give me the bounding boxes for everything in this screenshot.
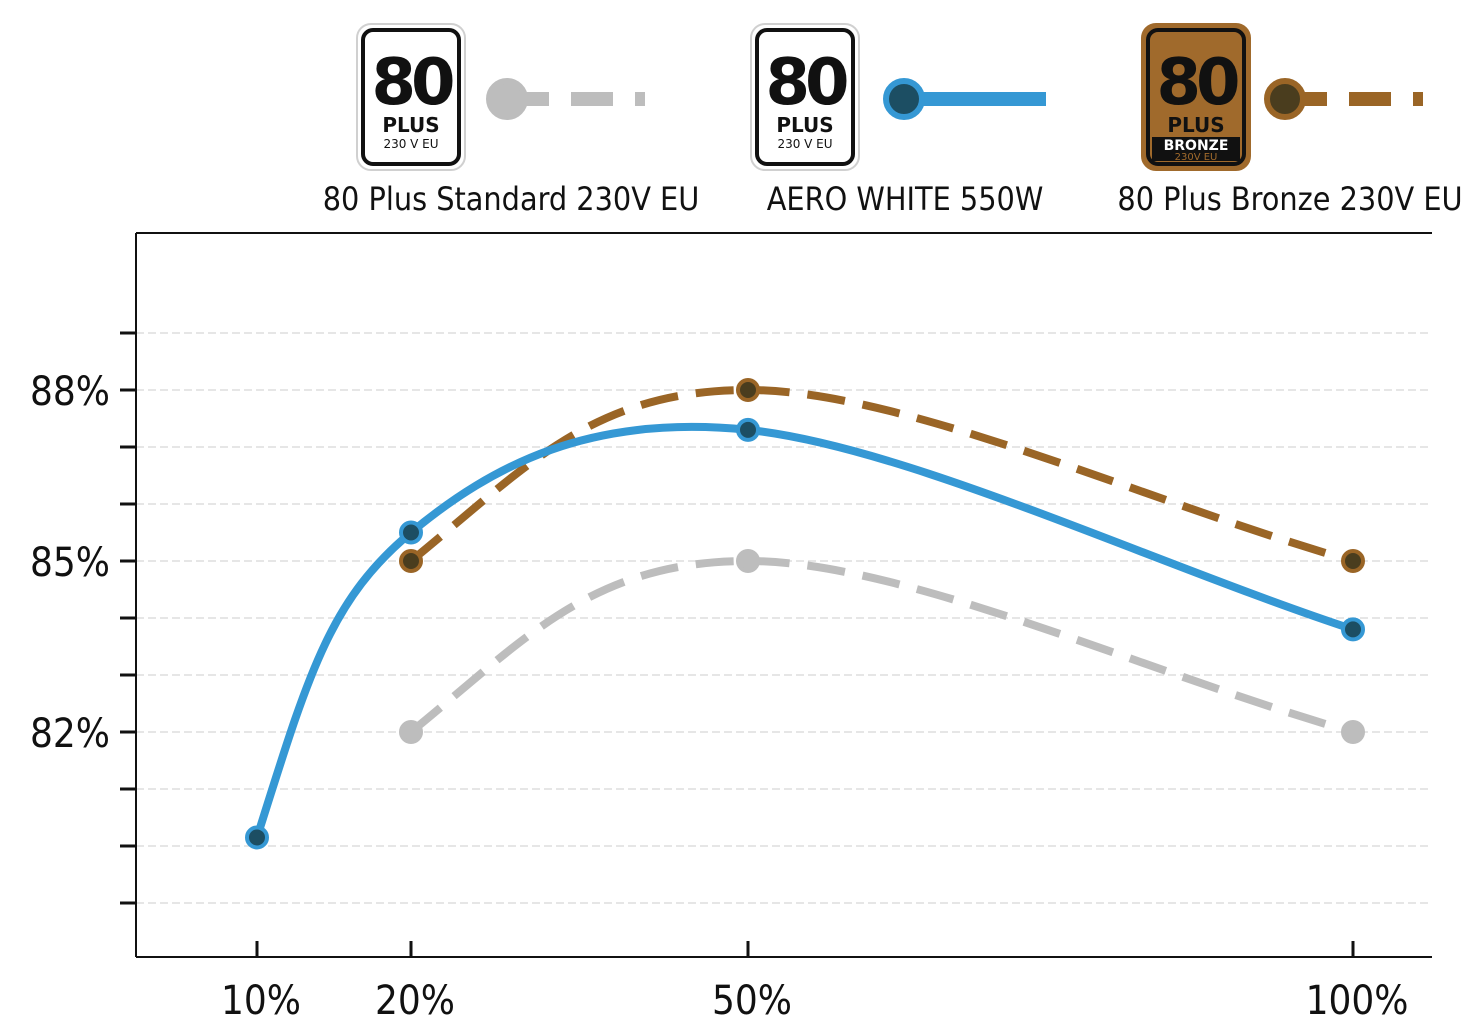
badge-plus-text: PLUS bbox=[776, 113, 833, 137]
series-line-0 bbox=[408, 556, 1355, 736]
badge-inner bbox=[1146, 28, 1246, 166]
badge-sub-text: 230V EU bbox=[1175, 152, 1218, 163]
badge-tier-text: BRONZE bbox=[1164, 138, 1229, 154]
badge-tier-band bbox=[1152, 137, 1240, 161]
badge-inner bbox=[361, 28, 461, 166]
data-point-0-1 bbox=[736, 549, 760, 573]
data-point-1-2 bbox=[736, 417, 760, 442]
series-line-2 bbox=[408, 385, 1355, 565]
data-point-2-0 bbox=[399, 549, 423, 573]
badge-80-text: 80 bbox=[765, 46, 847, 120]
x-tick-label: 10% bbox=[221, 978, 301, 1024]
badge-sub-text: 230 V EU bbox=[383, 137, 438, 151]
data-point-0-2 bbox=[1341, 720, 1365, 744]
legend-swatch-marker bbox=[486, 78, 528, 120]
legend-label: 80 Plus Bronze 230V EU bbox=[1117, 180, 1462, 218]
x-tick-label: 20% bbox=[375, 978, 455, 1024]
x-tick-label: 100% bbox=[1306, 978, 1409, 1024]
data-point-1-1 bbox=[399, 520, 423, 545]
badge-plus-text: PLUS bbox=[382, 113, 439, 137]
legend-label: 80 Plus Standard 230V EU bbox=[323, 180, 700, 218]
badge-plus-text: PLUS bbox=[1167, 113, 1224, 137]
y-tick-label: 88% bbox=[30, 369, 110, 415]
legend-label: AERO WHITE 550W bbox=[767, 180, 1044, 218]
legend-swatch-marker bbox=[1264, 78, 1306, 120]
badge-sub-text: 230 V EU bbox=[777, 137, 832, 151]
data-point-2-1 bbox=[736, 378, 760, 402]
x-tick-label: 50% bbox=[712, 978, 792, 1024]
series-lines bbox=[245, 378, 1365, 850]
data-point-0-0 bbox=[399, 720, 423, 744]
gridlines bbox=[136, 332, 1432, 904]
legend-swatch-marker bbox=[883, 78, 925, 120]
data-point-1-0 bbox=[245, 825, 269, 850]
axes: 82% 85% 88% 10% 20% 50% 100% bbox=[30, 232, 1432, 1024]
data-point-2-2 bbox=[1341, 549, 1365, 573]
y-tick-label: 85% bbox=[30, 540, 110, 586]
badge-80-text: 80 bbox=[1156, 46, 1238, 120]
data-point-1-3 bbox=[1341, 617, 1365, 642]
y-tick-label: 82% bbox=[30, 711, 110, 757]
series-line-1 bbox=[253, 422, 1355, 839]
badge-80-text: 80 bbox=[371, 46, 453, 120]
badge-inner bbox=[755, 28, 855, 166]
